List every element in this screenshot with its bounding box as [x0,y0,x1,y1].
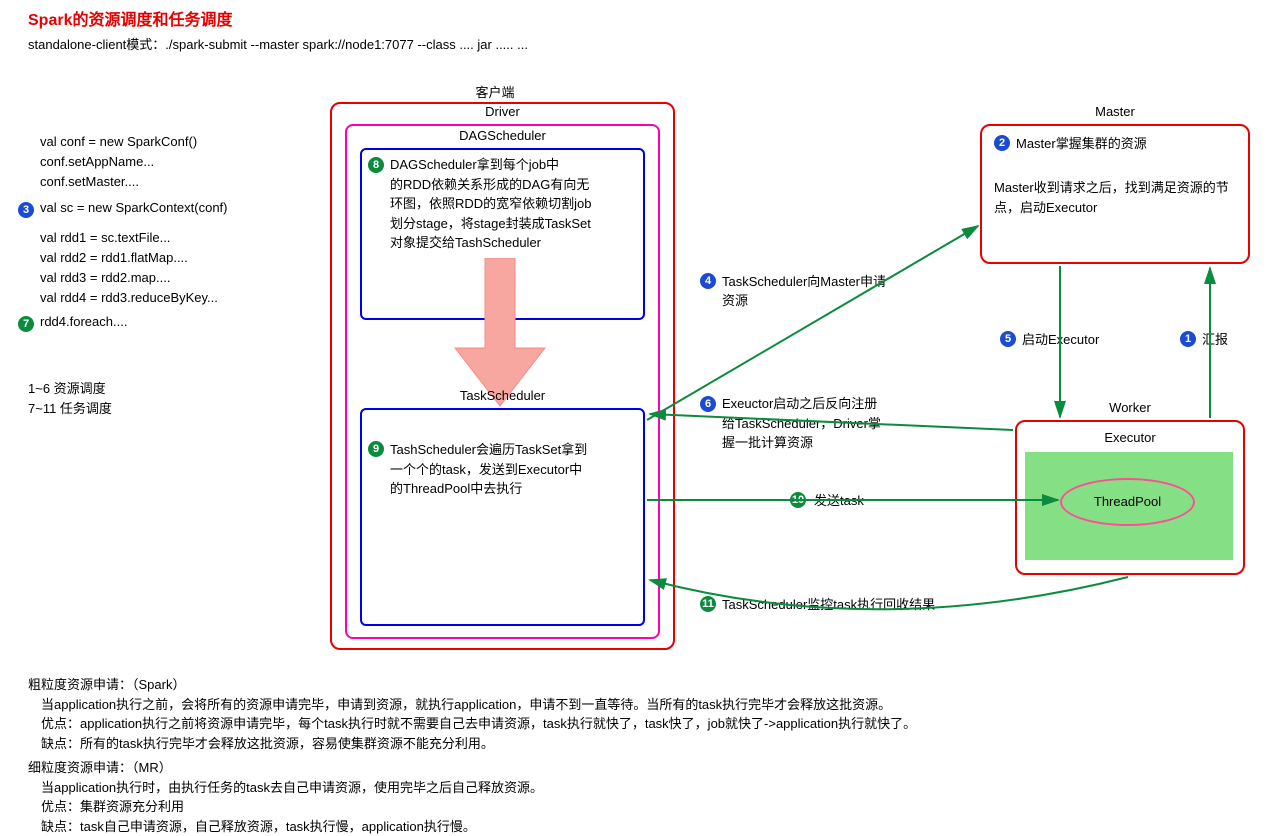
step-1-text: 汇报 [1202,329,1228,348]
big-arrow-icon [450,258,550,408]
code-block-1: val conf = new SparkConf() conf.setAppNa… [40,132,320,192]
driver-label: Driver [330,104,675,119]
page-title: Spark的资源调度和任务调度 [28,6,232,30]
code-line: val rdd4 = rdd3.reduceByKey... [40,288,320,308]
notes-line: 缺点：所有的task执行完毕才会释放这批资源，容易使集群资源不能充分利用。 [28,734,1258,754]
text: 的RDD依赖关系形成的DAG有向无 [390,175,635,195]
worker-label: Worker [1015,400,1245,415]
text: 环图，依照RDD的宽窄依赖切割job [390,194,635,214]
code-block-2: val rdd1 = sc.textFile... val rdd2 = rdd… [40,228,320,309]
step-2-badge: 2 [994,134,1010,151]
master-label: Master [980,104,1250,119]
code-line: val rdd1 = sc.textFile... [40,228,320,248]
code-line: rdd4.foreach.... [40,314,127,329]
step-8-badge: 8 [368,156,384,173]
notes-heading: 细粒度资源申请：（MR） [28,758,1258,778]
code-line: conf.setAppName... [40,152,320,172]
step-6-badge: 6 [700,395,716,412]
step-7-badge: 7 [18,315,34,332]
text: DAGScheduler拿到每个job中 [390,155,635,175]
text: 一个个的task，发送到Executor中 [390,460,635,480]
threadpool-ellipse: ThreadPool [1060,478,1195,526]
step-11-badge: 11 [700,595,716,612]
executor-label: Executor [1015,430,1245,445]
step-6-text: Exeuctor启动之后反向注册 给TaskScheduler，Driver掌 … [722,394,881,453]
step-4-text-a: TaskScheduler向Master申请 [722,271,886,290]
client-label: 客户端 [430,82,560,101]
step-10-badge: 10 [790,491,806,508]
taskscheduler-label: TaskScheduler [345,388,660,403]
text: TashScheduler会遍历TaskSet拿到 [390,440,635,460]
text: 给TaskScheduler，Driver掌 [722,414,881,434]
step-3-badge: 3 [18,201,34,218]
step-2b-text: Master收到请求之后，找到满足资源的节点，启动Executor [994,178,1239,217]
step-5-badge: 5 [1000,330,1016,347]
notes-line: 当application执行之前，会将所有的资源申请完毕，申请到资源，就执行ap… [28,695,1258,715]
step-4-text-b: 资源 [722,290,748,309]
text: 划分stage，将stage封装成TaskSet [390,214,635,234]
step-8-text: DAGScheduler拿到每个job中 的RDD依赖关系形成的DAG有向无 环… [390,155,635,253]
step-1-badge: 1 [1180,330,1196,347]
legend-b: 7~11 任务调度 [28,398,112,417]
notes-heading: 粗粒度资源申请：（Spark） [28,675,1258,695]
text: 对象提交给TashScheduler [390,233,635,253]
step-10-text: 发送task [814,490,864,509]
text: Exeuctor启动之后反向注册 [722,394,881,414]
subtitle: standalone-client模式：./spark-submit --mas… [28,34,528,53]
step-9-badge: 9 [368,440,384,457]
legend-a: 1~6 资源调度 [28,378,106,397]
step-2-text: Master掌握集群的资源 [1016,133,1147,152]
notes-block-2: 细粒度资源申请：（MR） 当application执行时，由执行任务的task去… [28,758,1258,836]
code-line: conf.setMaster.... [40,172,320,192]
text: 的ThreadPool中去执行 [390,479,635,499]
notes-block-1: 粗粒度资源申请：（Spark） 当application执行之前，会将所有的资源… [28,675,1258,753]
dagscheduler-label: DAGScheduler [345,128,660,143]
code-line: val rdd2 = rdd1.flatMap.... [40,248,320,268]
step-11-text: TaskScheduler监控task执行回收结果 [722,594,935,613]
notes-line: 优点：application执行之前将资源申请完毕，每个task执行时就不需要自… [28,714,1258,734]
notes-line: 当application执行时，由执行任务的task去自己申请资源，使用完毕之后… [28,778,1258,798]
step-4-badge: 4 [700,272,716,289]
code-line: val rdd3 = rdd2.map.... [40,268,320,288]
text: 握一批计算资源 [722,433,881,453]
step-9-text: TashScheduler会遍历TaskSet拿到 一个个的task，发送到Ex… [390,440,635,499]
code-line: val conf = new SparkConf() [40,132,320,152]
code-line: val sc = new SparkContext(conf) [40,200,228,215]
notes-line: 缺点：task自己申请资源，自己释放资源，task执行慢，application… [28,817,1258,836]
step-5-text: 启动Executor [1022,329,1099,348]
notes-line: 优点：集群资源充分利用 [28,797,1258,817]
